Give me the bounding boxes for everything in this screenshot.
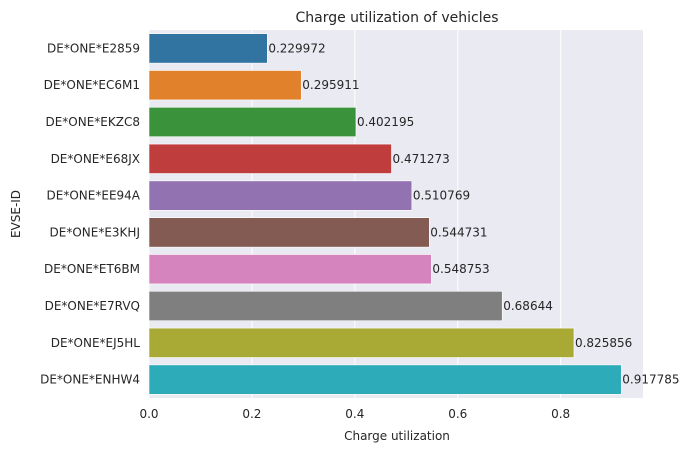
bar-value-label: 0.548753 (432, 262, 489, 276)
bar-value-label: 0.544731 (430, 225, 487, 239)
x-tick-label: 0.6 (448, 407, 467, 421)
bar (148, 327, 575, 358)
y-tick-label: DE*ONE*ET6BM (44, 262, 140, 276)
y-tick-label: DE*ONE*EE94A (47, 189, 141, 203)
bar-value-label: 0.295911 (302, 78, 359, 92)
bar-value-label: 0.825856 (575, 336, 632, 350)
bar-value-label: 0.510769 (413, 189, 470, 203)
chart-title: Charge utilization of vehicles (295, 10, 498, 26)
bar (148, 106, 357, 138)
bar (148, 33, 268, 64)
data-labels: 0.229972 0.295911 0.402195 0.471273 0.510769… (268, 41, 679, 386)
y-tick-label: DE*ONE*E2859 (47, 41, 140, 55)
bars (148, 33, 622, 395)
y-tick-label: DE*ONE*EKZC8 (45, 115, 140, 129)
bar-value-label: 0.471273 (393, 152, 450, 166)
y-tick-label: DE*ONE*E7RVQ (45, 299, 140, 313)
x-tick-labels: 0.0 0.2 0.4 0.6 0.8 (139, 407, 570, 421)
y-tick-label: DE*ONE*E68JX (51, 152, 140, 166)
y-tick-labels: DE*ONE*E2859 DE*ONE*EC6M1 DE*ONE*EKZC8 DE*O… (40, 41, 141, 386)
bar-value-label: 0.68644 (503, 299, 553, 313)
bar (148, 217, 430, 248)
y-tick-label: DE*ONE*EJ5HL (51, 336, 141, 350)
bar-value-label: 0.229972 (268, 41, 325, 55)
y-tick-label: DE*ONE*ENHW4 (40, 373, 140, 387)
bar-value-label: 0.917785 (622, 373, 679, 387)
x-tick-label: 0.8 (551, 407, 570, 421)
bar (148, 143, 392, 174)
bar (148, 180, 413, 211)
bar (148, 254, 432, 285)
bar (148, 364, 622, 395)
bar (148, 70, 302, 101)
x-axis-label: Charge utilization (344, 429, 450, 443)
x-tick-label: 0.4 (345, 407, 364, 421)
bar (148, 290, 503, 322)
x-tick-label: 0.0 (139, 407, 158, 421)
x-tick-label: 0.2 (242, 407, 261, 421)
y-axis-label: EVSE-ID (9, 190, 23, 238)
bar-value-label: 0.402195 (357, 115, 414, 129)
y-tick-label: DE*ONE*EC6M1 (44, 78, 140, 92)
y-tick-label: DE*ONE*E3KHJ (50, 225, 140, 239)
